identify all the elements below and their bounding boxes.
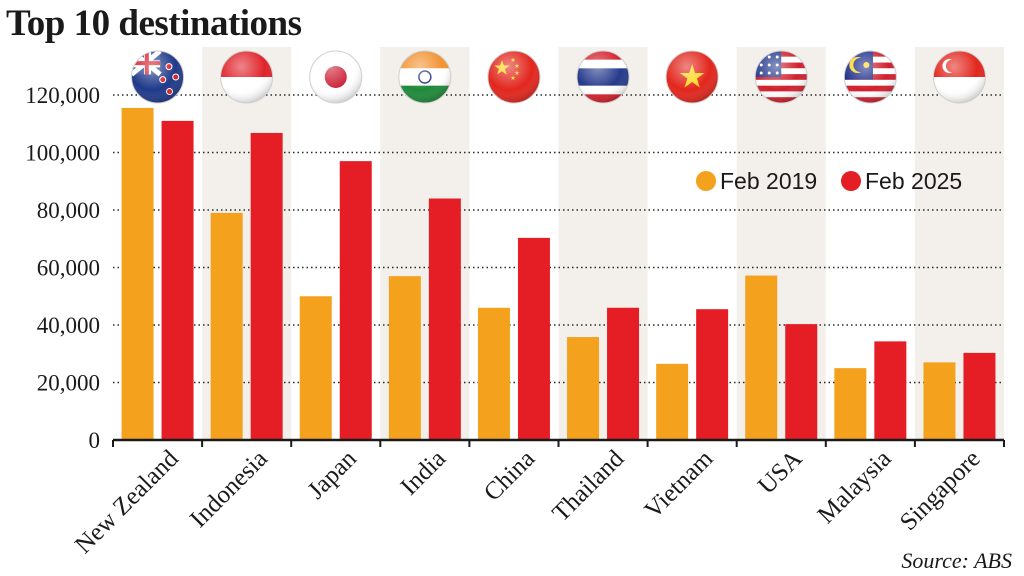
china-flag-icon [487,50,541,104]
bar-indonesia-feb-2019 [210,212,243,440]
bar-usa-feb-2019 [745,275,778,440]
malaysia-flag-icon [843,50,897,104]
bar-malaysia-feb-2019 [834,368,867,440]
x-tick-label: Vietnam [639,445,718,524]
x-tick-label: New Zealand [70,445,184,559]
legend-swatch [696,171,716,191]
bar-new-zealand-feb-2019 [121,107,154,440]
x-tick-label: Malaysia [813,445,897,529]
japan-flag-icon [309,50,363,104]
singapore-flag-icon [932,50,986,104]
y-tick-label: 100,000 [25,141,100,166]
bar-malaysia-feb-2025 [874,341,907,440]
usa-flag-icon [754,50,808,104]
legend-item-feb-2019: Feb 2019 [696,168,817,194]
legend-item-feb-2025: Feb 2025 [841,168,962,194]
bar-japan-feb-2019 [299,296,332,440]
india-flag-icon [398,50,452,104]
x-tick-label: Japan [303,445,363,505]
bar-singapore-feb-2025 [963,352,996,440]
flag-row [131,50,986,104]
y-tick-label: 20,000 [37,371,100,396]
y-tick-label: 0 [89,428,101,453]
y-tick-label: 120,000 [25,83,100,108]
legend-swatch [841,171,861,191]
bar-vietnam-feb-2019 [656,363,689,440]
source-note: Source: ABS [901,548,1012,573]
legend-label: Feb 2025 [865,168,962,194]
bar-india-feb-2025 [428,198,461,440]
thailand-flag-icon [576,50,630,104]
y-tick-label: 40,000 [37,313,100,338]
x-tick-label: Thailand [547,445,629,527]
bar-singapore-feb-2019 [923,362,956,440]
chart-title: Top 10 destinations [6,3,302,44]
new-zealand-flag-icon [131,50,185,104]
bar-japan-feb-2025 [339,161,372,440]
bar-usa-feb-2025 [785,324,818,440]
legend: Feb 2019 Feb 2025 [696,168,962,194]
x-tick-label: India [396,445,451,500]
bar-china-feb-2025 [517,237,550,440]
x-tick-label: Indonesia [185,445,273,533]
x-tick-label: China [479,445,540,506]
y-axis: 0 20,000 40,000 60,000 80,000 100,000 120,000 [25,83,1004,453]
vietnam-flag-icon [665,50,719,104]
indonesia-flag-icon [220,50,274,104]
x-axis: New Zealand Indonesia Japan India China Thail… [70,438,1005,559]
bars [121,107,996,440]
bar-china-feb-2019 [477,307,510,440]
bar-india-feb-2019 [388,276,421,440]
y-tick-label: 80,000 [37,198,100,223]
x-tick-label: Singapore [895,445,986,536]
y-tick-label: 60,000 [37,256,100,281]
legend-label: Feb 2019 [720,168,817,194]
bar-vietnam-feb-2025 [696,309,729,440]
bar-thailand-feb-2025 [607,307,640,440]
bar-new-zealand-feb-2025 [161,120,194,440]
x-tick-label: USA [753,445,807,499]
bar-indonesia-feb-2025 [250,132,283,440]
bar-thailand-feb-2019 [567,337,600,440]
